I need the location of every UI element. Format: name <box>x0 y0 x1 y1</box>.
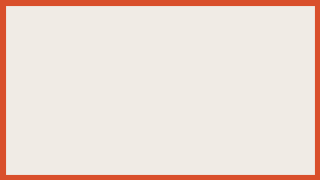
Text: $-pH = log_{10}[H^+(aq)]$: $-pH = log_{10}[H^+(aq)]$ <box>45 113 126 127</box>
Text: $[H^+(aq)]\;\; = 10^{-pH}$: $[H^+(aq)]\;\; = 10^{-pH}$ <box>38 144 112 159</box>
Text: $x = b^y$: $x = b^y$ <box>218 113 242 124</box>
Text: Step 1: Rearranging the pH equation: Step 1: Rearranging the pH equation <box>22 14 240 27</box>
Text: solution with a pH of 3.67?: solution with a pH of 3.67? <box>22 61 123 67</box>
Text: $y = log_b\,x$: $y = log_b\,x$ <box>218 86 253 98</box>
Text: •What is the concentration of hydrogen ions (H⁺) in a: •What is the concentration of hydrogen i… <box>16 43 209 50</box>
Text: $pH = -log_{10}[H^+(aq)]$: $pH = -log_{10}[H^+(aq)]$ <box>45 86 130 100</box>
